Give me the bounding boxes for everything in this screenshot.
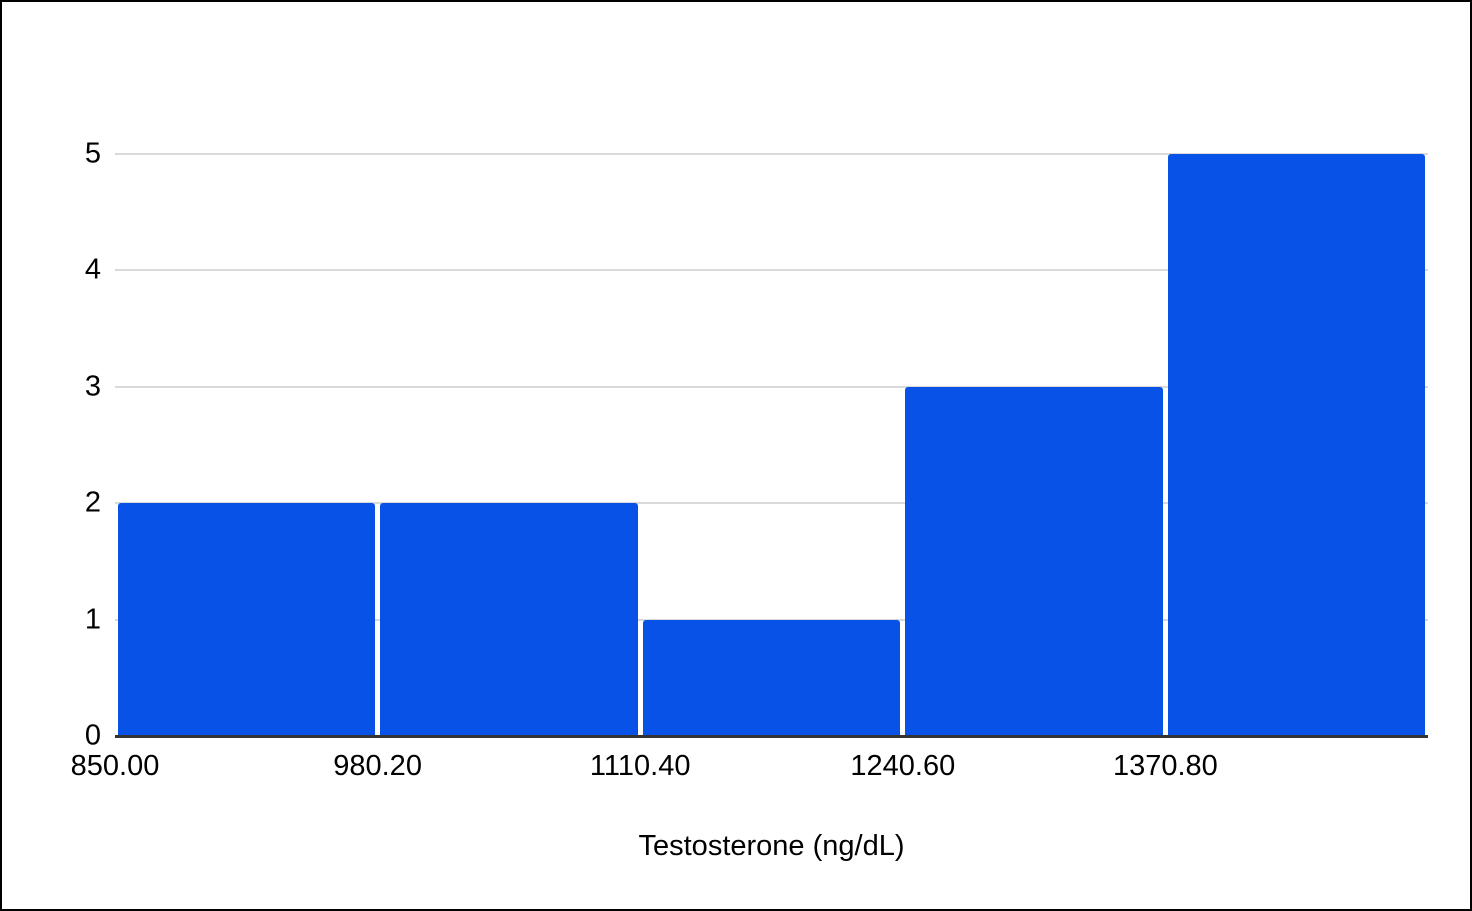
y-tick-label: 1 (84, 603, 101, 636)
gridline (115, 385, 1428, 388)
y-tick-label: 2 (84, 486, 101, 519)
x-axis-labels: 850.00 980.20 1110.40 1240.60 1370.80 (71, 750, 1428, 790)
x-tick-label: 1370.80 (1112, 750, 1218, 782)
gridline (115, 153, 1428, 155)
y-tick-label: 0 (84, 719, 101, 752)
gridline (115, 269, 1428, 272)
histogram-bar (1167, 154, 1426, 736)
y-tick-label: 4 (84, 253, 101, 286)
x-axis-line (115, 735, 1428, 738)
gridline (115, 502, 1428, 505)
y-tick-label: 3 (84, 370, 101, 403)
x-tick-label: 1240.60 (850, 750, 956, 782)
histogram-bar (117, 503, 376, 736)
x-tick-label: 850.00 (70, 750, 160, 782)
x-tick-label: 980.20 (333, 750, 422, 782)
x-tick-label: 1110.40 (589, 750, 691, 782)
histogram-bar (905, 386, 1163, 736)
y-axis-labels: 0 1 2 3 4 5 (2, 138, 101, 752)
histogram-bar (380, 503, 638, 736)
gridline (115, 618, 1428, 621)
plot-area (115, 153, 1428, 738)
x-axis-title: Testosterone (ng/dL) (638, 830, 905, 862)
y-tick-label: 5 (84, 137, 101, 170)
histogram-bar (642, 619, 901, 736)
